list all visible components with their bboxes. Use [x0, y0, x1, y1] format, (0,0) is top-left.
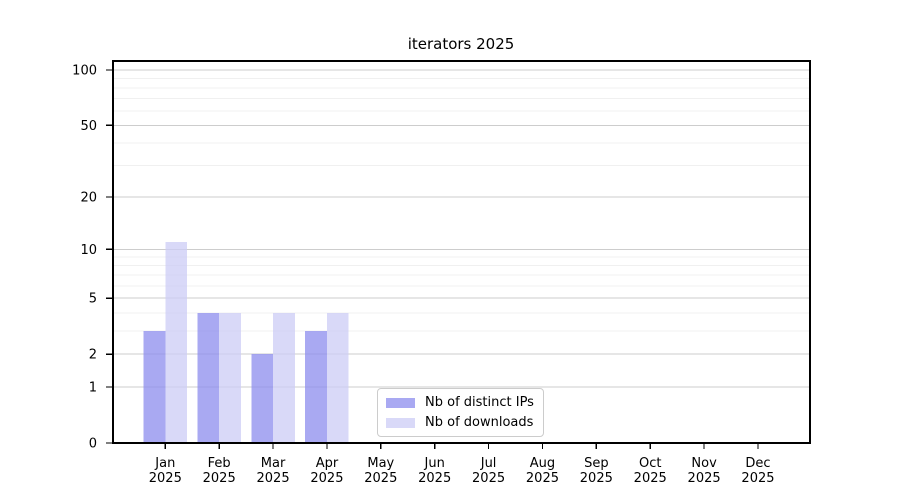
bar-downloads-apr [326, 312, 349, 443]
bar-distinct-ips-jan [143, 330, 166, 443]
x-tick-label-month: Oct [639, 456, 661, 471]
axis-labels: 0125102050100Jan2025Feb2025Mar2025Apr202… [72, 64, 774, 486]
legend-label-distinct-ips: Nb of distinct IPs [425, 394, 534, 410]
x-tick-label-month: Nov [691, 456, 717, 471]
y-tick-label: 1 [89, 380, 97, 395]
x-tick-label-year: 2025 [472, 471, 505, 486]
bar-downloads-jan [165, 242, 187, 443]
x-tick-label-year: 2025 [688, 471, 721, 486]
legend-label-downloads: Nb of downloads [425, 414, 534, 430]
y-tick-label: 10 [80, 243, 97, 258]
x-tick-label-month: Apr [316, 456, 339, 471]
x-tick-label-year: 2025 [741, 471, 774, 486]
legend: Nb of distinct IPs Nb of downloads [377, 388, 544, 437]
x-tick-label-month: Mar [261, 456, 286, 471]
x-tick-label-month: May [367, 456, 394, 471]
x-tick-label-month: Sep [584, 456, 609, 471]
x-tick-label-year: 2025 [634, 471, 667, 486]
x-tick-label-year: 2025 [310, 471, 343, 486]
x-tick-label-year: 2025 [364, 471, 397, 486]
x-tick-label-year: 2025 [418, 471, 451, 486]
legend-swatch-downloads-icon [386, 417, 415, 428]
bar-distinct-ips-mar [251, 354, 274, 443]
y-tick-label: 50 [80, 119, 97, 134]
x-tick-label-year: 2025 [580, 471, 613, 486]
plot-frame [112, 60, 811, 444]
bar-distinct-ips-feb [197, 312, 220, 443]
x-tick-label-year: 2025 [203, 471, 236, 486]
y-tick-label: 2 [89, 348, 97, 363]
bars [143, 242, 349, 443]
x-tick-label-month: Jan [154, 456, 175, 471]
plot-border [112, 60, 811, 444]
legend-item-distinct-ips: Nb of distinct IPs [386, 395, 543, 411]
x-tick-label-month: Dec [745, 456, 770, 471]
bar-downloads-feb [219, 312, 241, 443]
bar-downloads-mar [273, 312, 295, 443]
legend-swatch-distinct-ips-icon [386, 397, 415, 408]
x-tick-label-month: Feb [208, 456, 231, 471]
chart-title: iterators 2025 [408, 35, 515, 53]
x-tick-label-month: Jul [480, 456, 497, 471]
axis-ticks [106, 69, 759, 449]
x-tick-label-year: 2025 [526, 471, 559, 486]
x-tick-label-month: Jun [424, 456, 445, 471]
x-tick-label-month: Aug [530, 456, 555, 471]
bar-distinct-ips-apr [305, 330, 327, 443]
x-tick-label-year: 2025 [149, 471, 182, 486]
y-tick-label: 5 [89, 292, 97, 307]
y-tick-label: 0 [89, 437, 97, 452]
legend-item-downloads: Nb of downloads [386, 415, 543, 431]
y-tick-label: 100 [72, 64, 97, 79]
x-tick-label-year: 2025 [257, 471, 290, 486]
gridlines-minor [113, 78, 810, 332]
y-tick-label: 20 [80, 191, 97, 206]
